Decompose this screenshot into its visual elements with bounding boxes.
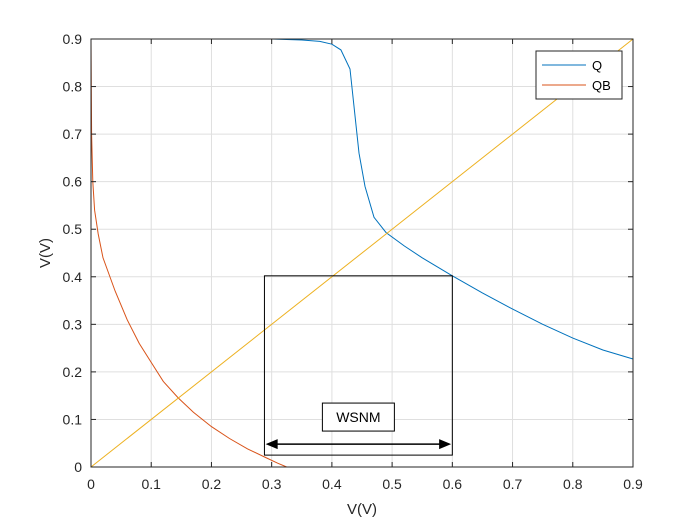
y-tick-label: 0.9 (63, 31, 83, 47)
legend: Q QB (535, 50, 623, 100)
series-line-2 (90, 38, 634, 468)
plot-frame (90, 38, 634, 468)
legend-label-q: Q (592, 58, 602, 73)
wsnm-label-box (321, 402, 395, 432)
y-tick-label: 0.8 (63, 79, 83, 95)
legend-box (535, 50, 623, 100)
x-axis-label: V(V) (347, 501, 377, 518)
y-tick-label: 0.4 (63, 269, 83, 285)
wsnm-label: WSNM (336, 409, 380, 425)
annotation-layer: WSNM (263, 275, 453, 456)
x-tick-label: 0.3 (262, 476, 282, 492)
y-tick-label: 0.5 (63, 221, 83, 237)
x-tick-label: 0.9 (623, 476, 643, 492)
x-tick-label: 0.8 (563, 476, 583, 492)
wsnm-arrow-head-left (265, 439, 278, 450)
x-tick-label: 0 (87, 476, 95, 492)
legend-label-qb: QB (592, 78, 611, 93)
annotation-rectangle (263, 275, 453, 456)
wsnm-arrow-head-right (439, 439, 452, 450)
x-tick-label: 0.1 (141, 476, 161, 492)
x-tick-label: 0.5 (382, 476, 402, 492)
x-tick-label: 0.7 (503, 476, 523, 492)
x-tick-label: 0.2 (202, 476, 222, 492)
y-tick-label: 0.7 (63, 126, 83, 142)
x-tick-label: 0.6 (443, 476, 463, 492)
series-line-qb (90, 38, 287, 468)
y-tick-label: 0.2 (63, 364, 83, 380)
y-tick-label: 0.3 (63, 316, 83, 332)
ticks: 0 0.1 0.2 0.3 0.4 0.5 0.6 0.7 0.8 0.9 0 0.1 0.2 0.3 0.… (63, 31, 643, 492)
y-axis-label: V(V) (37, 238, 54, 268)
x-tick-label: 0.4 (322, 476, 342, 492)
y-tick-label: 0 (74, 459, 82, 475)
y-tick-label: 0.1 (63, 411, 83, 427)
y-tick-label: 0.6 (63, 174, 83, 190)
